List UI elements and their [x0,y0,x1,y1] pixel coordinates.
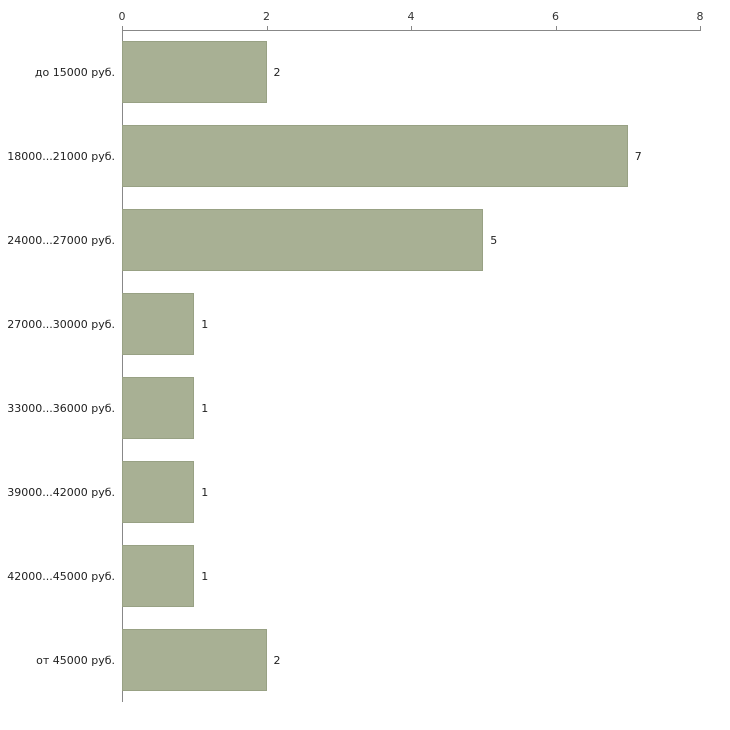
category-label: 24000...27000 руб. [7,233,115,247]
bar-area: 2 [122,618,730,702]
bar-row: 24000...27000 руб. 5 [0,198,730,282]
bar-area: 2 [122,30,730,114]
bar-area: 1 [122,366,730,450]
bar-area: 7 [122,114,730,198]
bar-area: 1 [122,450,730,534]
x-axis-tick-label: 6 [552,10,559,23]
bar-value-label: 1 [201,401,209,415]
x-axis-tick-label: 4 [407,10,415,23]
x-axis-line [122,30,701,31]
x-axis-tick-mark [122,26,123,30]
category-label: 39000...42000 руб. [7,485,115,499]
bar-row: 18000...21000 руб. 7 [0,114,730,198]
x-axis-tick-label: 2 [263,10,270,23]
category-label: 42000...45000 руб. [7,569,115,583]
bar-value-label: 1 [201,317,209,331]
bar [122,461,195,523]
bar-value-label: 7 [634,149,642,163]
bar [122,209,484,271]
bar-area: 1 [122,534,730,618]
bar-area: 5 [122,198,730,282]
x-axis-tick-mark [266,26,268,30]
bar-row: 39000...42000 руб. 1 [0,450,730,534]
bar [122,545,195,607]
bar [122,41,267,103]
bar-value-label: 2 [273,65,281,79]
bar-row: 42000...45000 руб. 1 [0,534,730,618]
bar-row: 33000...36000 руб. 1 [0,366,730,450]
bar-value-label: 2 [273,653,281,667]
bar [122,293,195,355]
category-label: 18000...21000 руб. [7,149,115,163]
bar [122,629,267,691]
category-label: до 15000 руб. [34,65,115,79]
x-axis-tick-mark [555,26,557,30]
bar-value-label: 5 [490,233,498,247]
bar-area: 1 [122,282,730,366]
x-axis-tick-label: 8 [696,10,704,23]
category-label: 33000...36000 руб. [7,401,115,415]
bar [122,125,628,187]
bar-row: от 45000 руб. 2 [0,618,730,702]
bar-rows: до 15000 руб. 2 18000...21000 руб. 7 24000..… [0,30,730,702]
bar-value-label: 1 [201,569,209,583]
bar [122,377,195,439]
x-axis-tick-mark [411,26,412,30]
category-label: от 45000 руб. [36,653,115,667]
bar-value-label: 1 [201,485,209,499]
bar-row: до 15000 руб. 2 [0,30,730,114]
bar-row: 27000...30000 руб. 1 [0,282,730,366]
x-axis-tick-mark [700,26,701,30]
category-label: 27000...30000 руб. [7,317,115,331]
x-axis-tick-label: 0 [118,10,126,23]
y-axis-line [122,30,123,702]
